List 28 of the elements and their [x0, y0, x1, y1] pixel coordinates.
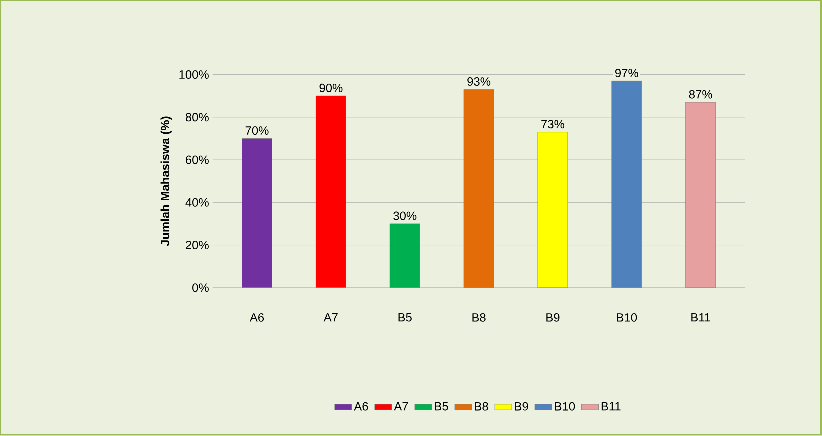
legend-label: B8 — [475, 402, 488, 411]
data-label: 70% — [246, 126, 269, 136]
x-tick-label: B11 — [692, 314, 710, 322]
data-label: 93% — [468, 78, 491, 86]
y-tick-label: 60% — [186, 156, 209, 164]
y-axis-title: Jumlah Mahasiswa (%) — [160, 116, 172, 246]
y-tick-label: 20% — [186, 241, 209, 250]
legend-label: A6 — [354, 402, 368, 411]
x-tick-label: B9 — [546, 314, 560, 322]
y-tick-label: 0% — [192, 284, 209, 292]
x-tick-label: B10 — [617, 314, 638, 322]
legend-label: B10 — [555, 402, 576, 411]
x-tick-label: B5 — [398, 314, 412, 322]
x-tick-label: A7 — [324, 314, 338, 322]
legend-label: B11 — [602, 402, 621, 411]
data-label: 90% — [320, 84, 343, 93]
x-tick-label: A6 — [250, 314, 264, 322]
data-label: 30% — [394, 212, 417, 220]
y-tick-label: 80% — [186, 113, 209, 122]
legend-label: B5 — [435, 402, 448, 411]
y-tick-label: 40% — [186, 198, 209, 208]
data-label: 87% — [689, 90, 712, 99]
y-tick-label: 100% — [180, 70, 209, 80]
data-label: 73% — [542, 120, 565, 129]
legend-label: A7 — [394, 402, 408, 411]
data-label: 97% — [616, 69, 638, 78]
legend-label: B9 — [515, 402, 528, 411]
x-tick-label: B8 — [472, 314, 486, 322]
